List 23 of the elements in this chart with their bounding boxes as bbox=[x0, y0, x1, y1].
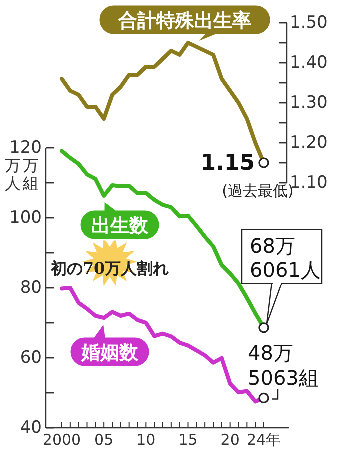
y-tick-label: 1.40 bbox=[290, 53, 328, 73]
series-label: 出生数 bbox=[92, 215, 150, 237]
y-tick-label: 1.30 bbox=[290, 93, 328, 113]
annotation: (過去最低) bbox=[222, 182, 294, 200]
annotation: 68万 6061人 bbox=[250, 234, 321, 282]
x-tick-label: 2000 bbox=[42, 431, 82, 449]
x-tick-label: 10 bbox=[136, 431, 156, 449]
y-tick-label: 80 bbox=[20, 278, 42, 298]
y-tick-label: 120 bbox=[10, 138, 42, 158]
annotation: 48万 5063組 bbox=[248, 341, 319, 390]
x-tick-label: 15 bbox=[178, 431, 198, 449]
x-tick-label: 24年 bbox=[246, 431, 282, 449]
x-tick-label: 05 bbox=[94, 431, 114, 449]
y-tick-label: 1.20 bbox=[290, 133, 328, 153]
series-label: 婚姻数 bbox=[80, 342, 140, 364]
y-tick-label: 100 bbox=[10, 208, 42, 228]
y-axis-title: 万人万組 bbox=[5, 156, 39, 193]
x-tick-label: 20 bbox=[220, 431, 240, 449]
y-tick-label: 60 bbox=[20, 348, 42, 368]
series-label: 合計特殊出生率 bbox=[118, 10, 252, 32]
y-tick-label: 40 bbox=[20, 418, 42, 438]
y-tick-label: 1.50 bbox=[290, 13, 328, 33]
data-label: 1.15 bbox=[200, 151, 255, 176]
